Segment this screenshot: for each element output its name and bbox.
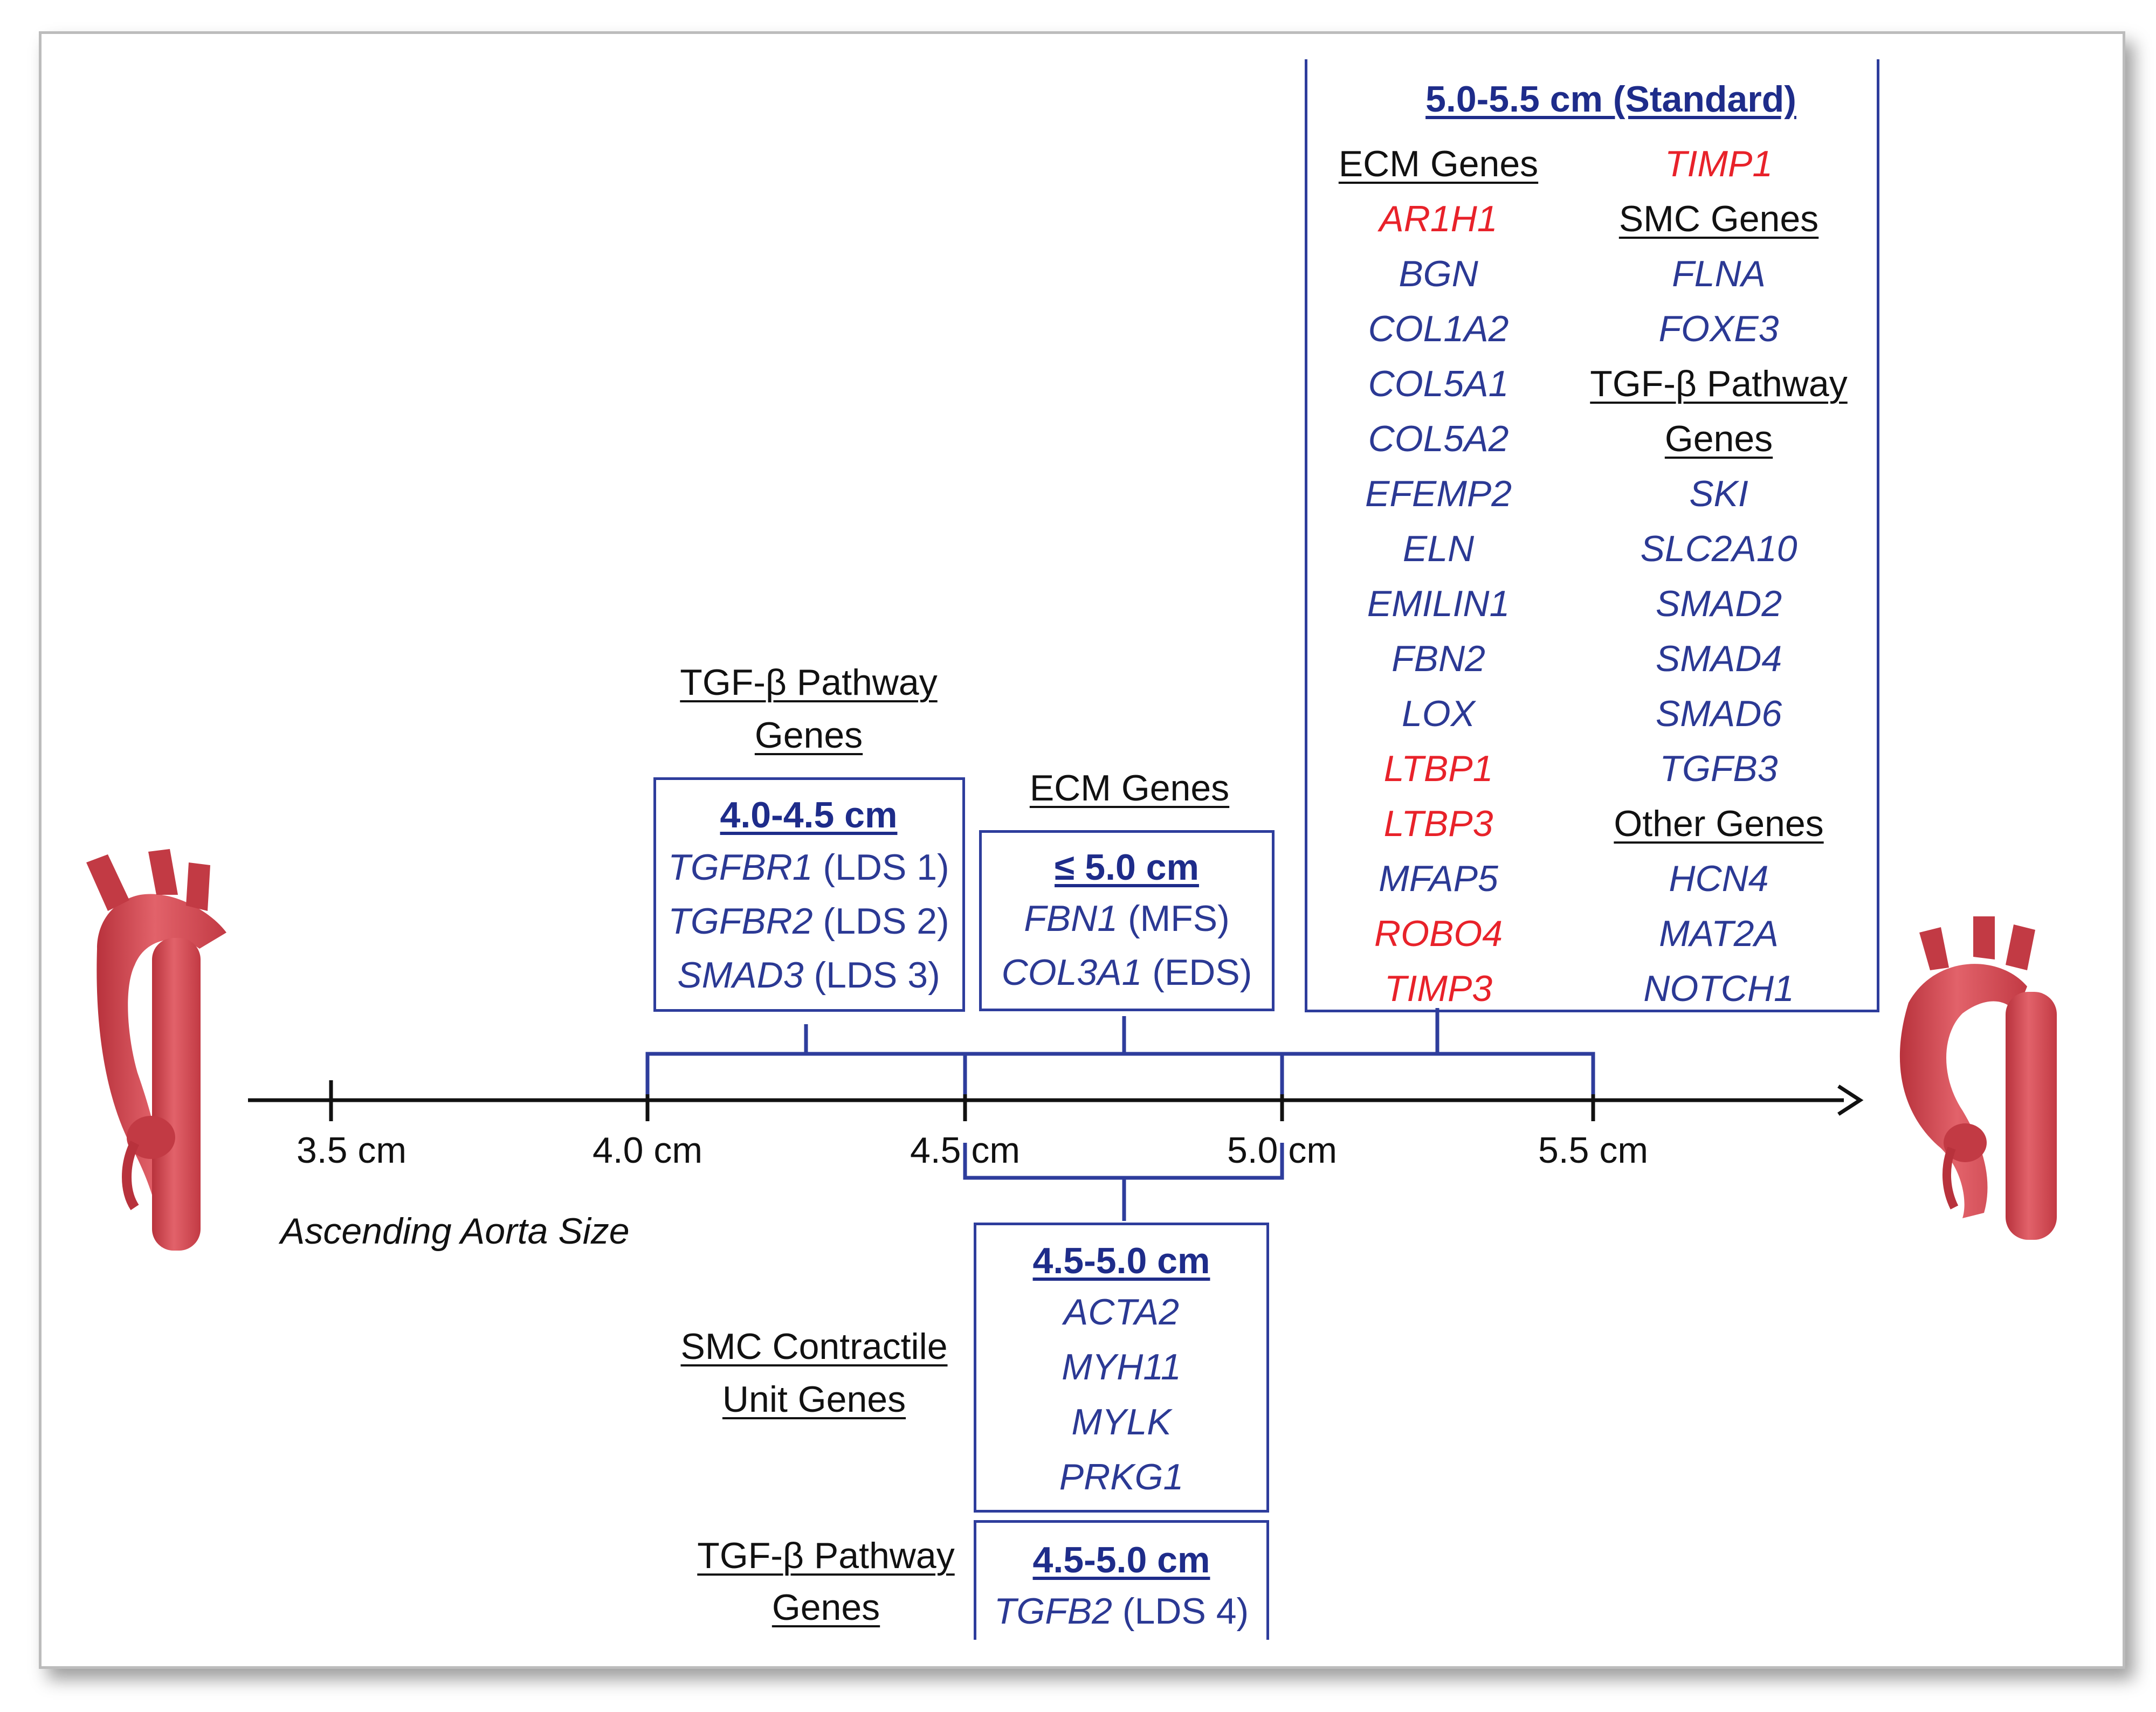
tgfb-45-box [974, 1520, 1269, 1640]
tgfb-40-category-line1: TGF-β Pathway [680, 662, 938, 703]
gene-foxe3: FOXE3 [1658, 308, 1779, 349]
ecm-50-category: ECM Genes [1029, 768, 1230, 809]
tgfb-40-category-line2: Genes [754, 715, 863, 756]
gene-col3a1-note: (EDS) [1142, 952, 1252, 993]
standard-category: TGF-β Pathway [1590, 363, 1848, 404]
gene-row: FBN1 (MFS) [1024, 900, 1230, 937]
gene-slc2a10: SLC2A10 [1640, 528, 1797, 569]
tick-label-4.5: 4.5 cm [910, 1130, 1021, 1171]
gene-row: TGFBR2 (LDS 2) [668, 903, 949, 940]
gene-acta2: ACTA2 [1063, 1292, 1180, 1333]
gene-col5a1: COL5A1 [1368, 363, 1509, 404]
gene-tgfb2: TGFB2 [994, 1591, 1112, 1632]
tick-label-4.0: 4.0 cm [592, 1130, 703, 1171]
tgfb-45-header: 4.5-5.0 cm [1032, 1540, 1210, 1580]
tick-label-5.5: 5.5 cm [1538, 1130, 1649, 1171]
gene-timp3: TIMP3 [1384, 968, 1493, 1009]
ecm-50-header: ≤ 5.0 cm [1055, 847, 1199, 888]
tgfb-40-header: 4.0-4.5 cm [720, 795, 898, 836]
axis-title: Ascending Aorta Size [280, 1211, 630, 1252]
gene-smad3: SMAD3 [677, 955, 804, 996]
standard-category: SMC Genes [1618, 198, 1819, 239]
smc-category-line1: SMC Contractile [680, 1326, 948, 1367]
gene-tgfb3: TGFB3 [1659, 748, 1778, 789]
gene-mfap5: MFAP5 [1379, 858, 1498, 899]
standard-box [1305, 59, 1879, 1012]
gene-smad4: SMAD4 [1655, 638, 1782, 679]
tick-label-5.0: 5.0 cm [1227, 1130, 1338, 1171]
gene-ltbp1: LTBP1 [1383, 748, 1493, 789]
gene-tgfbr2-note: (LDS 2) [812, 901, 949, 942]
gene-mat2a: MAT2A [1659, 913, 1779, 954]
gene-ski: SKI [1689, 473, 1748, 514]
gene-prkg1: PRKG1 [1059, 1456, 1184, 1497]
gene-hcn4: HCN4 [1669, 858, 1769, 899]
gene-smad3-note: (LDS 3) [803, 955, 940, 996]
gene-tgfbr1: TGFBR1 [668, 847, 813, 888]
gene-row: COL3A1 (EDS) [1002, 954, 1252, 991]
gene-eln: ELN [1402, 528, 1475, 569]
gene-emilin1: EMILIN1 [1367, 583, 1510, 624]
gene-timp1: TIMP1 [1664, 143, 1773, 184]
gene-tgfbr2: TGFBR2 [668, 901, 813, 942]
tgfb-40-box [653, 777, 965, 1012]
aorta-dilated-illustration [1899, 916, 2057, 1240]
gene-col5a2: COL5A2 [1368, 418, 1509, 459]
gene-notch1: NOTCH1 [1643, 968, 1794, 1009]
gene-flna: FLNA [1672, 253, 1766, 294]
gene-tgfbr1-note: (LDS 1) [812, 847, 949, 888]
gene-smad6: SMAD6 [1655, 693, 1782, 734]
tick-label-3.5: 3.5 cm [296, 1130, 407, 1171]
ecm-50-box [979, 830, 1275, 1011]
tgfb-45-category-line2: Genes [772, 1587, 880, 1628]
smc-45-box [974, 1223, 1269, 1513]
smc-45-header: 4.5-5.0 cm [1032, 1240, 1210, 1281]
gene-mylk: MYLK [1071, 1402, 1172, 1442]
gene-fbn1-note: (MFS) [1118, 898, 1230, 939]
gene-bgn: BGN [1399, 253, 1478, 294]
gene-efemp2: EFEMP2 [1365, 473, 1512, 514]
standard-category: ECM Genes [1338, 143, 1539, 184]
gene-ar1h1: AR1H1 [1379, 198, 1498, 239]
standard-category: Other Genes [1614, 803, 1824, 844]
standard-category: Genes [1664, 418, 1773, 459]
gene-smad2: SMAD2 [1655, 583, 1782, 624]
bracket-4.0-4.5 [645, 1024, 967, 1094]
standard-header: 5.0-5.5 cm (Standard) [1425, 79, 1796, 120]
gene-lox: LOX [1401, 693, 1476, 734]
gene-row: TGFB2 (LDS 4) [994, 1593, 1249, 1630]
bracket-5.0-5.5 [1280, 1008, 1595, 1094]
gene-col1a2: COL1A2 [1368, 308, 1509, 349]
figure-frame [39, 31, 2125, 1669]
gene-tgfb2-note: (LDS 4) [1112, 1591, 1249, 1632]
gene-ltbp3: LTBP3 [1383, 803, 1493, 844]
gene-col3a1: COL3A1 [1001, 952, 1142, 993]
aorta-normal-illustration [86, 849, 226, 1251]
bracket-4.5-5.0-bottom [963, 1143, 1284, 1221]
gene-fbn2: FBN2 [1392, 638, 1485, 679]
gene-fbn1: FBN1 [1024, 898, 1118, 939]
axis-arrowhead [1837, 1085, 1864, 1116]
bracket-4.5-5.0-top [963, 1016, 1284, 1094]
smc-category-line2: Unit Genes [722, 1379, 906, 1420]
gene-myh11: MYH11 [1062, 1347, 1181, 1387]
gene-robo4: ROBO4 [1374, 913, 1503, 954]
gene-row: SMAD3 (LDS 3) [677, 957, 940, 993]
gene-row: TGFBR1 (LDS 1) [668, 849, 949, 886]
tgfb-45-category-line1: TGF-β Pathway [697, 1535, 955, 1576]
